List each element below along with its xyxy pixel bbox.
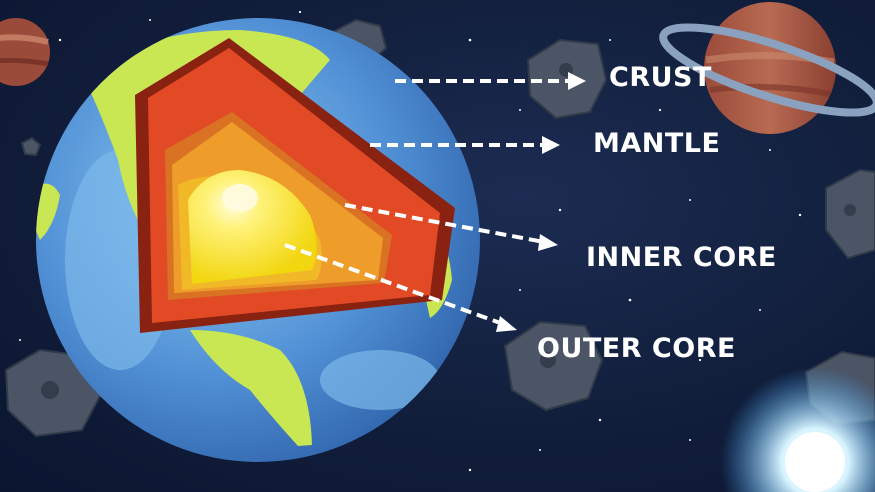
crust-arrowhead	[568, 72, 586, 90]
mantle-arrowhead	[542, 136, 560, 154]
bright-star-icon	[720, 367, 875, 492]
inner-core-pointer-arrow	[284, 243, 504, 326]
asteroid-crater-icon	[41, 63, 856, 399]
outer-core-arrowhead	[496, 316, 517, 332]
mantle-label: MANTLE	[593, 128, 721, 159]
crust-label: CRUST	[609, 62, 712, 93]
planet-earth-icon	[36, 18, 480, 462]
small-planet-icon	[0, 18, 50, 86]
inner-core-arrowhead	[538, 234, 558, 251]
ringed-planet-icon	[659, 2, 875, 134]
inner-core-label: INNER CORE	[586, 242, 777, 273]
outer-core-label: OUTER CORE	[537, 333, 736, 364]
